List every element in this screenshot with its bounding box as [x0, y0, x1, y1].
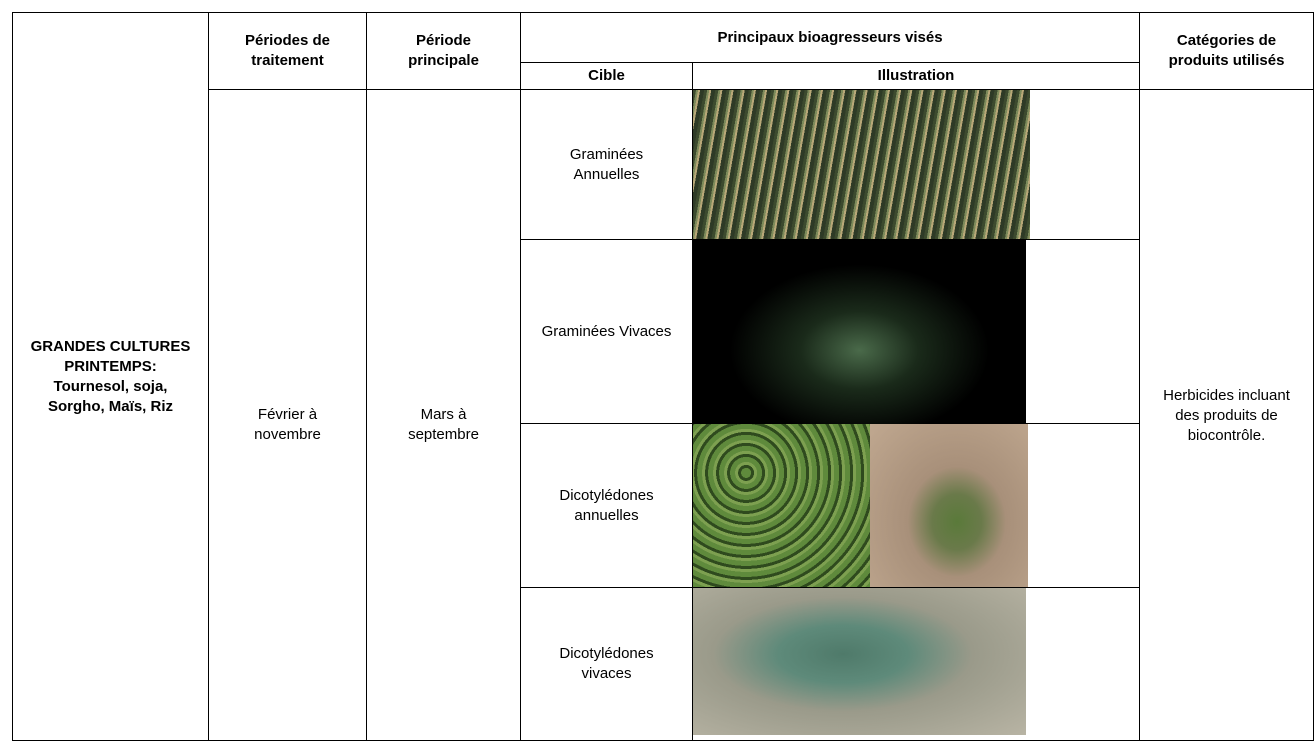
target-cell-line: Graminées [569, 145, 644, 163]
target-cell-line: Dicotylédones [559, 645, 654, 662]
illustration-photo [693, 90, 1030, 239]
header-cell-line: traitement [251, 52, 324, 69]
header-cell-line: Période [415, 32, 472, 49]
target-cell-line: Dicotylédones [559, 486, 654, 504]
period-cell-line: Février à [257, 406, 318, 423]
target-cell: Graminées Annuelles [520, 89, 693, 240]
illustration-photo [870, 424, 1028, 587]
header-cell: Principaux bioagresseurs visés [520, 12, 1140, 63]
illustration-photo [693, 424, 870, 587]
target-cell-line: vivaces [581, 665, 632, 682]
illustration-photo [693, 240, 1026, 424]
target-cell-line: Graminées Vivaces [541, 322, 672, 340]
products-cell: Herbicides incluant des produits de biocon… [1139, 89, 1314, 741]
header-cell-line: Cible [588, 67, 625, 84]
header-cell-line: Catégories de [1176, 32, 1277, 49]
period-cell: Février à novembre [208, 89, 367, 741]
header-cell-line: Illustration [877, 67, 955, 84]
target-cell: Dicotylédones vivaces [520, 587, 693, 741]
main-period-cell: Mars à septembre [366, 89, 521, 741]
crop-cell: GRANDES CULTURES PRINTEMPS: Tournesol, soj… [12, 12, 209, 741]
target-cell-line: annuelles [574, 506, 639, 524]
target-cell-line: Annuelles [573, 165, 640, 183]
crop-cell-line: Tournesol, soja, [53, 377, 168, 395]
products-cell-line: biocontrôle. [1187, 427, 1266, 444]
crop-cell-line: PRINTEMPS: [64, 357, 157, 375]
header-cell-line: principale [408, 52, 479, 69]
crop-cell-line: GRANDES CULTURES [30, 337, 191, 355]
products-cell-line: Herbicides incluant [1163, 387, 1290, 404]
header-cell: Illustration [692, 62, 1140, 90]
header-cell: Période principale [366, 12, 521, 90]
products-cell-line: des produits de [1175, 407, 1278, 424]
target-cell: Graminées Vivaces [520, 239, 693, 424]
header-cell: Cible [520, 62, 693, 90]
header-cell-line: produits utilisés [1168, 52, 1285, 69]
main-period-cell-line: Mars à [420, 406, 467, 423]
header-cell-line: Principaux bioagresseurs visés [717, 28, 943, 46]
crop-cell-line: Sorgho, Maïs, Riz [47, 397, 173, 415]
target-cell: Dicotylédones annuelles [520, 423, 693, 588]
header-cell: Périodes de traitement [208, 12, 367, 90]
period-cell-line: novembre [254, 426, 321, 443]
header-cell: Catégories de produits utilisés [1139, 12, 1314, 90]
header-cell-line: Périodes de [244, 32, 331, 49]
illustration-photo [693, 588, 1026, 735]
main-period-cell-line: septembre [408, 426, 479, 443]
